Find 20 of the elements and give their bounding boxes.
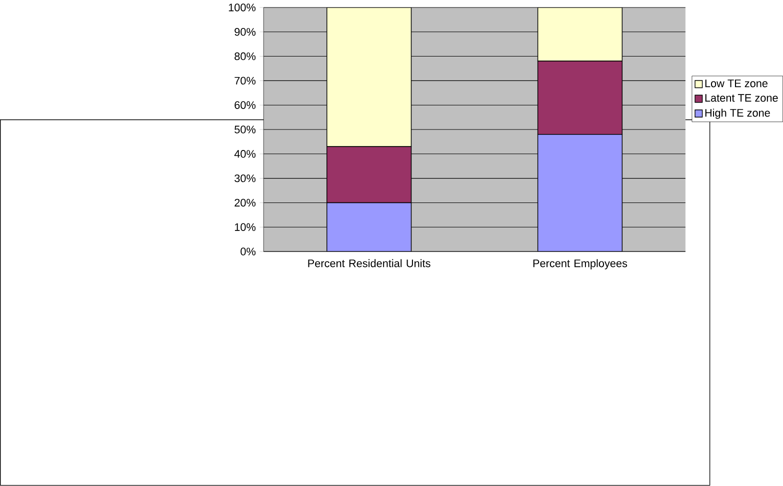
- bar: [537, 8, 623, 62]
- legend-label: Low TE zone: [705, 80, 768, 88]
- y-tick-label: 30%: [234, 174, 256, 182]
- bar: [537, 134, 623, 252]
- y-tick-label: 90%: [234, 28, 256, 36]
- bar: [326, 202, 412, 252]
- y-tick-label: 0%: [240, 248, 256, 256]
- y-tick-label: 50%: [234, 126, 256, 134]
- y-tick-label: 80%: [234, 52, 256, 60]
- legend-label: Latent TE zone: [705, 94, 778, 102]
- x-tick-label: Percent Residential Units: [308, 259, 430, 268]
- y-tick-label: 40%: [234, 150, 256, 158]
- x-tick-label: Percent Employees: [533, 259, 628, 270]
- y-tick-label: 20%: [234, 199, 256, 207]
- bar: [326, 8, 412, 148]
- y-tick-label: 60%: [234, 101, 256, 110]
- y-tick-label: 70%: [234, 76, 256, 85]
- y-tick-label: 100%: [228, 4, 256, 12]
- legend-label: High TE zone: [705, 108, 770, 119]
- y-tick-label: 10%: [234, 223, 256, 232]
